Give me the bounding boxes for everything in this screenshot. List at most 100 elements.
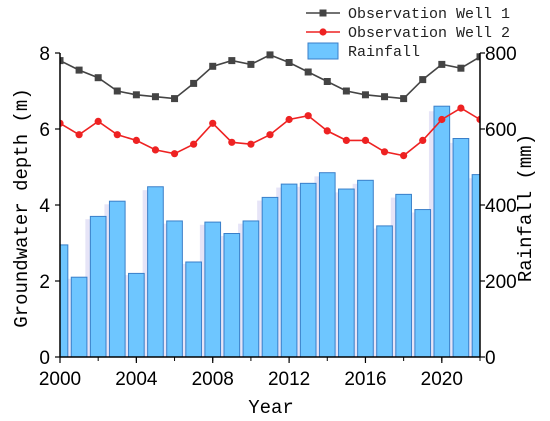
well2-point xyxy=(476,115,480,124)
rainfall-bar xyxy=(471,174,480,357)
well1-point xyxy=(400,95,408,103)
rainfall-bar xyxy=(60,244,69,357)
left-y-tick-label: 2 xyxy=(39,272,50,293)
well1-point xyxy=(266,51,274,59)
well2-point xyxy=(60,119,64,127)
rainfall-bar xyxy=(433,105,451,357)
legend: Observation Well 1 Observation Well 2 Ra… xyxy=(306,6,510,61)
legend-item-well1: Observation Well 1 xyxy=(306,6,510,23)
rainfall-bar xyxy=(280,183,298,357)
well2-point xyxy=(190,140,198,148)
x-tick-label: 2016 xyxy=(344,369,386,390)
well2-point xyxy=(342,136,350,144)
well1-point xyxy=(419,76,427,84)
well2-point xyxy=(151,146,160,154)
rainfall-bar xyxy=(376,225,393,357)
x-tick-label: 2004 xyxy=(115,369,158,390)
rainfall-bar xyxy=(128,272,145,357)
rainfall-bar xyxy=(223,233,241,357)
well1-point xyxy=(75,66,83,74)
well2-point xyxy=(285,115,293,124)
well2-point xyxy=(113,131,121,139)
right-y-tick-label: 600 xyxy=(485,120,517,141)
rainfall-bar xyxy=(395,193,412,357)
right-y-axis-title: Rainfall (mm) xyxy=(515,134,537,282)
well2-point xyxy=(304,112,312,120)
rainfall-bar xyxy=(108,200,126,357)
well2-point xyxy=(438,115,446,124)
x-tick-label: 2020 xyxy=(421,369,463,390)
well2-point xyxy=(75,131,83,139)
rainfall-bar xyxy=(185,261,202,357)
well1-point xyxy=(381,93,389,101)
rainfall-bar xyxy=(166,220,183,357)
well2-point xyxy=(380,148,389,156)
well1-point xyxy=(285,59,293,66)
well2-point xyxy=(228,138,236,146)
left-y-tick-label: 4 xyxy=(39,196,50,217)
well1-point xyxy=(228,57,236,65)
well2-point xyxy=(400,152,408,160)
rainfall-bars xyxy=(60,105,480,357)
x-tick-label: 2008 xyxy=(192,369,234,390)
well1-line xyxy=(60,54,480,100)
axes: 0 2 4 6 8 0 200 400 600 800 2000 2004 2008 2012 2016 20… xyxy=(39,44,517,390)
well2-point xyxy=(170,150,179,158)
rainfall-bar xyxy=(261,196,279,357)
rainfall-bar xyxy=(357,179,374,357)
well1-point xyxy=(323,78,331,85)
rainfall-bar xyxy=(70,276,88,357)
well2-point xyxy=(209,119,217,127)
well2-point xyxy=(457,104,465,112)
well2-point xyxy=(419,136,427,144)
well1-point xyxy=(457,64,465,72)
well1-point xyxy=(247,60,255,68)
rainfall-bar xyxy=(204,221,222,357)
x-tick-label: 2012 xyxy=(268,369,310,390)
right-y-tick-label: 200 xyxy=(485,272,517,293)
legend-item-rainfall: Rainfall xyxy=(307,42,420,61)
left-y-tick-label: 8 xyxy=(39,44,50,65)
well1-point xyxy=(361,91,369,99)
rainfall-bar xyxy=(242,220,260,357)
legend-label-well2: Observation Well 2 xyxy=(348,25,510,42)
well1-point xyxy=(304,68,312,76)
well1-point xyxy=(94,74,102,82)
rainfall-bar xyxy=(452,138,470,357)
right-y-tick-label: 800 xyxy=(485,44,517,65)
well1-point xyxy=(151,93,159,101)
rainfall-bar xyxy=(338,188,355,357)
well2-point xyxy=(361,136,370,144)
well1-point xyxy=(171,95,179,103)
well1-point xyxy=(113,87,121,95)
well2-point xyxy=(94,117,102,125)
well1-point xyxy=(438,60,446,68)
rainfall-bar xyxy=(299,182,317,357)
rainfall-bar xyxy=(147,186,164,357)
well1-point xyxy=(132,91,140,99)
well2-point xyxy=(247,140,255,148)
left-y-tick-label: 6 xyxy=(39,120,50,141)
well2-point xyxy=(132,136,140,144)
x-tick-label: 2000 xyxy=(39,369,81,390)
well-lines xyxy=(60,51,480,160)
right-y-tick-label: 400 xyxy=(485,196,517,217)
well2-point xyxy=(323,127,331,135)
well1-point xyxy=(209,62,217,70)
well1-point xyxy=(60,57,64,65)
left-y-tick-label: 0 xyxy=(39,348,50,369)
left-y-axis-title: Groundwater depth (m) xyxy=(11,88,33,327)
rainfall-bar xyxy=(318,172,336,357)
legend-item-well2: Observation Well 2 xyxy=(306,25,510,42)
rainfall-bar xyxy=(414,209,432,357)
right-y-tick-label: 0 xyxy=(485,348,496,369)
legend-label-well1: Observation Well 1 xyxy=(348,6,510,23)
x-axis-title: Year xyxy=(248,397,294,419)
well1-point xyxy=(342,87,350,95)
legend-label-rainfall: Rainfall xyxy=(348,44,420,61)
rainfall-bar xyxy=(89,215,107,357)
well2-point xyxy=(266,131,274,139)
well1-point xyxy=(190,79,198,87)
